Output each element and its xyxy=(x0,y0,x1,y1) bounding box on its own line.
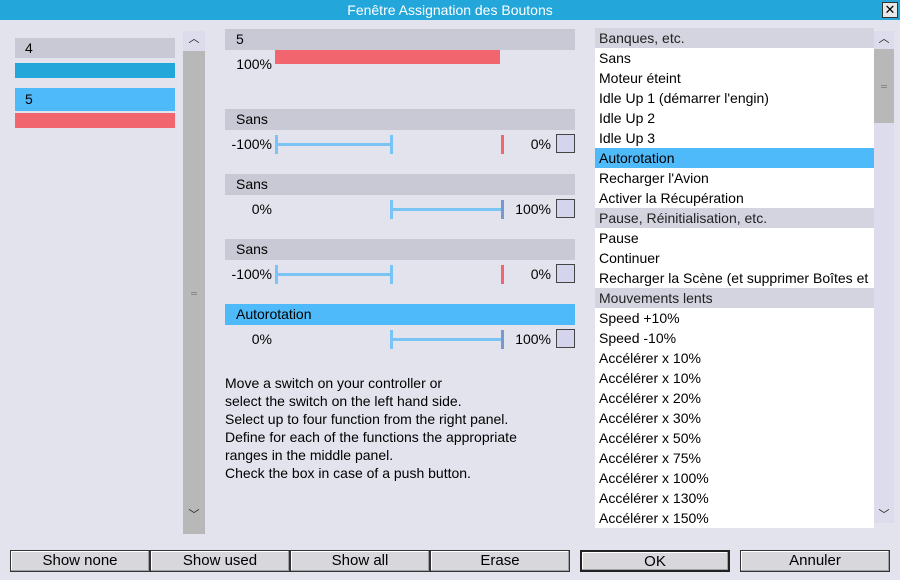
function-list-item[interactable]: Continuer xyxy=(599,250,660,266)
range-min-label: 0% xyxy=(251,201,272,217)
range-min-handle[interactable] xyxy=(275,265,278,284)
push-button-checkbox[interactable] xyxy=(556,264,575,283)
function-list-item[interactable]: Accélérer x 75% xyxy=(599,450,701,466)
function-list-item[interactable]: Accélérer x 130% xyxy=(599,490,709,506)
switch-value-bar xyxy=(15,63,175,78)
window-title: Fenêtre Assignation des Boutons xyxy=(347,2,553,18)
function-list-item[interactable]: Speed +10% xyxy=(599,310,680,326)
title-bar: Fenêtre Assignation des Boutons ✕ xyxy=(0,0,900,20)
instruction-line: Define for each of the functions the app… xyxy=(225,429,517,445)
range-slider-line xyxy=(391,208,502,211)
function-list-item[interactable]: Idle Up 1 (démarrer l'engin) xyxy=(599,90,769,106)
instruction-line: ranges in the middle panel. xyxy=(225,447,394,463)
function-list-item[interactable]: Autorotation xyxy=(595,148,874,168)
scroll-thumb[interactable] xyxy=(874,49,894,123)
function-list-item[interactable]: Speed -10% xyxy=(599,330,677,346)
range-max-handle[interactable] xyxy=(501,330,504,349)
switch-label: 5 xyxy=(15,88,175,111)
range-slider-line xyxy=(276,143,392,146)
switch-value-label: 100% xyxy=(236,56,272,72)
range-min-handle[interactable] xyxy=(390,200,393,219)
function-group-header: Pause, Réinitialisation, etc. xyxy=(595,208,874,228)
function-list-item[interactable]: Idle Up 3 xyxy=(599,130,656,146)
instruction-line: Move a switch on your controller or xyxy=(225,375,443,391)
instruction-line: Check the box in case of a push button. xyxy=(225,465,471,481)
switch-label: 4 xyxy=(15,38,175,58)
show-all-button[interactable]: Show all xyxy=(290,550,430,572)
switch-value-row: 100% xyxy=(225,54,575,74)
function-list-item[interactable]: Accélérer x 10% xyxy=(599,350,701,366)
scroll-up-icon[interactable]: ︿ xyxy=(878,33,890,45)
switch-value-indicator xyxy=(275,50,500,64)
function-slot-3-range[interactable]: -100% 0% xyxy=(225,264,575,284)
function-slot-4-header: Autorotation xyxy=(225,304,575,325)
erase-button[interactable]: Erase xyxy=(430,550,570,572)
show-used-button[interactable]: Show used xyxy=(150,550,290,572)
range-min-label: -100% xyxy=(231,136,272,152)
function-list-item[interactable]: Accélérer x 30% xyxy=(599,410,701,426)
scroll-down-icon[interactable]: ﹀ xyxy=(878,509,890,521)
instruction-line: select the switch on the left hand side. xyxy=(225,393,462,409)
instructions-text: Move a switch on your controller or sele… xyxy=(225,374,575,482)
scroll-thumb[interactable] xyxy=(183,51,205,534)
current-position-marker xyxy=(501,265,504,284)
function-list[interactable]: Banques, etc. Sans Moteur éteint Idle Up 1 … xyxy=(595,28,874,528)
push-button-checkbox[interactable] xyxy=(556,199,575,218)
switch-item-4[interactable]: 4 xyxy=(15,38,175,78)
function-list-item[interactable]: Pause xyxy=(599,230,639,246)
scroll-up-icon[interactable]: ︿ xyxy=(188,33,200,45)
range-max-handle[interactable] xyxy=(390,135,393,154)
function-slot-3-header: Sans xyxy=(225,239,575,260)
close-icon[interactable]: ✕ xyxy=(882,2,898,18)
range-slider-line xyxy=(391,338,502,341)
switch-list-scrollbar[interactable]: ︿ ﹀ xyxy=(183,31,205,534)
function-list-item[interactable]: Recharger la Scène (et supprimer Boîtes … xyxy=(599,270,869,286)
push-button-checkbox[interactable] xyxy=(556,134,575,153)
scroll-down-icon[interactable]: ﹀ xyxy=(188,509,200,521)
ok-button[interactable]: OK xyxy=(580,550,730,572)
range-max-handle[interactable] xyxy=(390,265,393,284)
function-slot-1-header: Sans xyxy=(225,109,575,130)
function-list-item[interactable]: Accélérer x 10% xyxy=(599,370,701,386)
range-max-label: 0% xyxy=(530,136,551,152)
function-group-header: Banques, etc. xyxy=(595,28,874,48)
range-slider-line xyxy=(276,273,392,276)
function-slot-2-header: Sans xyxy=(225,174,575,195)
push-button-checkbox[interactable] xyxy=(556,329,575,348)
range-min-label: -100% xyxy=(231,266,272,282)
function-group-header: Mouvements lents xyxy=(595,288,874,308)
range-max-handle[interactable] xyxy=(501,200,504,219)
function-list-item[interactable]: Moteur éteint xyxy=(599,70,681,86)
instruction-line: Select up to four function from the righ… xyxy=(225,411,509,427)
function-list-scrollbar[interactable]: ︿ ﹀ xyxy=(874,31,894,523)
range-min-handle[interactable] xyxy=(390,330,393,349)
function-list-item[interactable]: Accélérer x 20% xyxy=(599,390,701,406)
function-list-item[interactable]: Sans xyxy=(599,50,631,66)
function-list-item[interactable]: Accélérer x 50% xyxy=(599,430,701,446)
current-position-marker xyxy=(501,135,504,154)
function-list-item[interactable]: Activer la Récupération xyxy=(599,190,744,206)
switch-value-bar xyxy=(15,113,175,128)
range-max-label: 100% xyxy=(515,331,551,347)
function-slot-2-range[interactable]: 0% 100% xyxy=(225,199,575,219)
range-min-label: 0% xyxy=(251,331,272,347)
show-none-button[interactable]: Show none xyxy=(10,550,150,572)
cancel-button[interactable]: Annuler xyxy=(740,550,890,572)
range-max-label: 100% xyxy=(515,201,551,217)
function-slot-1-range[interactable]: -100% 0% xyxy=(225,134,575,154)
function-list-item[interactable]: Recharger l'Avion xyxy=(599,170,709,186)
switch-value-header: 5 xyxy=(225,29,575,50)
range-min-handle[interactable] xyxy=(275,135,278,154)
function-slot-4-range[interactable]: 0% 100% xyxy=(225,329,575,349)
function-list-item[interactable]: Accélérer x 100% xyxy=(599,470,709,486)
function-list-item[interactable]: Idle Up 2 xyxy=(599,110,656,126)
function-list-item[interactable]: Accélérer x 150% xyxy=(599,510,709,526)
range-max-label: 0% xyxy=(530,266,551,282)
switch-item-5[interactable]: 5 xyxy=(15,88,175,128)
